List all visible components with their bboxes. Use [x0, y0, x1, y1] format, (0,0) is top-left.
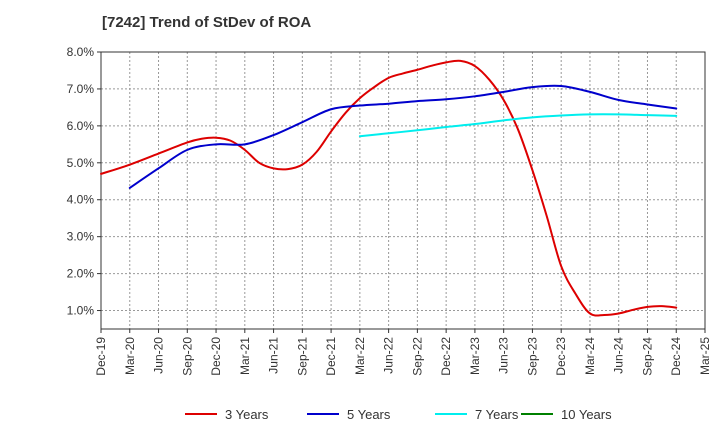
- x-tick-label: Mar-25: [698, 337, 712, 375]
- x-tick-label: Mar-22: [353, 337, 367, 375]
- x-tick-label: Dec-21: [324, 337, 338, 376]
- x-tick-label: Mar-21: [238, 337, 252, 375]
- x-tick-label: Sep-22: [410, 337, 424, 376]
- x-tick-label: Dec-20: [209, 337, 223, 376]
- y-tick-label: 2.0%: [67, 267, 95, 281]
- x-tick-label: Sep-20: [180, 337, 194, 376]
- y-tick-label: 4.0%: [67, 193, 95, 207]
- x-tick-label: Mar-24: [583, 337, 597, 375]
- x-tick-label: Mar-23: [468, 337, 482, 375]
- y-tick-label: 6.0%: [67, 119, 95, 133]
- legend-label-10-years: 10 Years: [561, 407, 612, 422]
- series-lines: [100, 59, 678, 317]
- x-tick-label: Dec-19: [94, 337, 108, 376]
- x-axis: Dec-19 Mar-20 Jun-20 Sep-20 Dec-20 Mar-21 Jun-…: [94, 329, 712, 376]
- chart-title: [7242] Trend of StDev of ROA: [102, 14, 311, 31]
- legend-label-7-years: 7 Years: [475, 407, 519, 422]
- series-line-3-years: [100, 59, 678, 317]
- y-tick-label: 8.0%: [67, 45, 95, 59]
- series-line-5-years: [128, 84, 678, 189]
- x-tick-label: Sep-24: [640, 337, 654, 376]
- grid-lines: [101, 52, 705, 329]
- x-tick-label: Jun-24: [612, 337, 626, 374]
- y-tick-label: 3.0%: [67, 230, 95, 244]
- y-tick-label: 7.0%: [67, 82, 95, 96]
- x-tick-label: Sep-23: [525, 337, 539, 376]
- x-tick-label: Jun-21: [267, 337, 281, 374]
- y-tick-label: 5.0%: [67, 156, 95, 170]
- x-tick-label: Sep-21: [295, 337, 309, 376]
- y-tick-label: 1.0%: [67, 304, 95, 318]
- x-tick-label: Jun-20: [152, 337, 166, 374]
- x-tick-label: Dec-22: [439, 337, 453, 376]
- x-tick-label: Jun-23: [497, 337, 511, 374]
- x-tick-label: Mar-20: [123, 337, 137, 375]
- plot-area: [100, 51, 706, 330]
- y-axis: 1.0% 2.0% 3.0% 4.0% 5.0% 6.0% 7.0% 8.0%: [67, 45, 101, 318]
- x-tick-label: Dec-24: [669, 337, 683, 376]
- legend-label-3-years: 3 Years: [225, 407, 269, 422]
- x-tick-label: Dec-23: [554, 337, 568, 376]
- series-line-7-years: [358, 113, 678, 138]
- x-tick-label: Jun-22: [382, 337, 396, 374]
- legend-label-5-years: 5 Years: [347, 407, 391, 422]
- legend: 3 Years 5 Years 7 Years 10 Years: [185, 407, 612, 422]
